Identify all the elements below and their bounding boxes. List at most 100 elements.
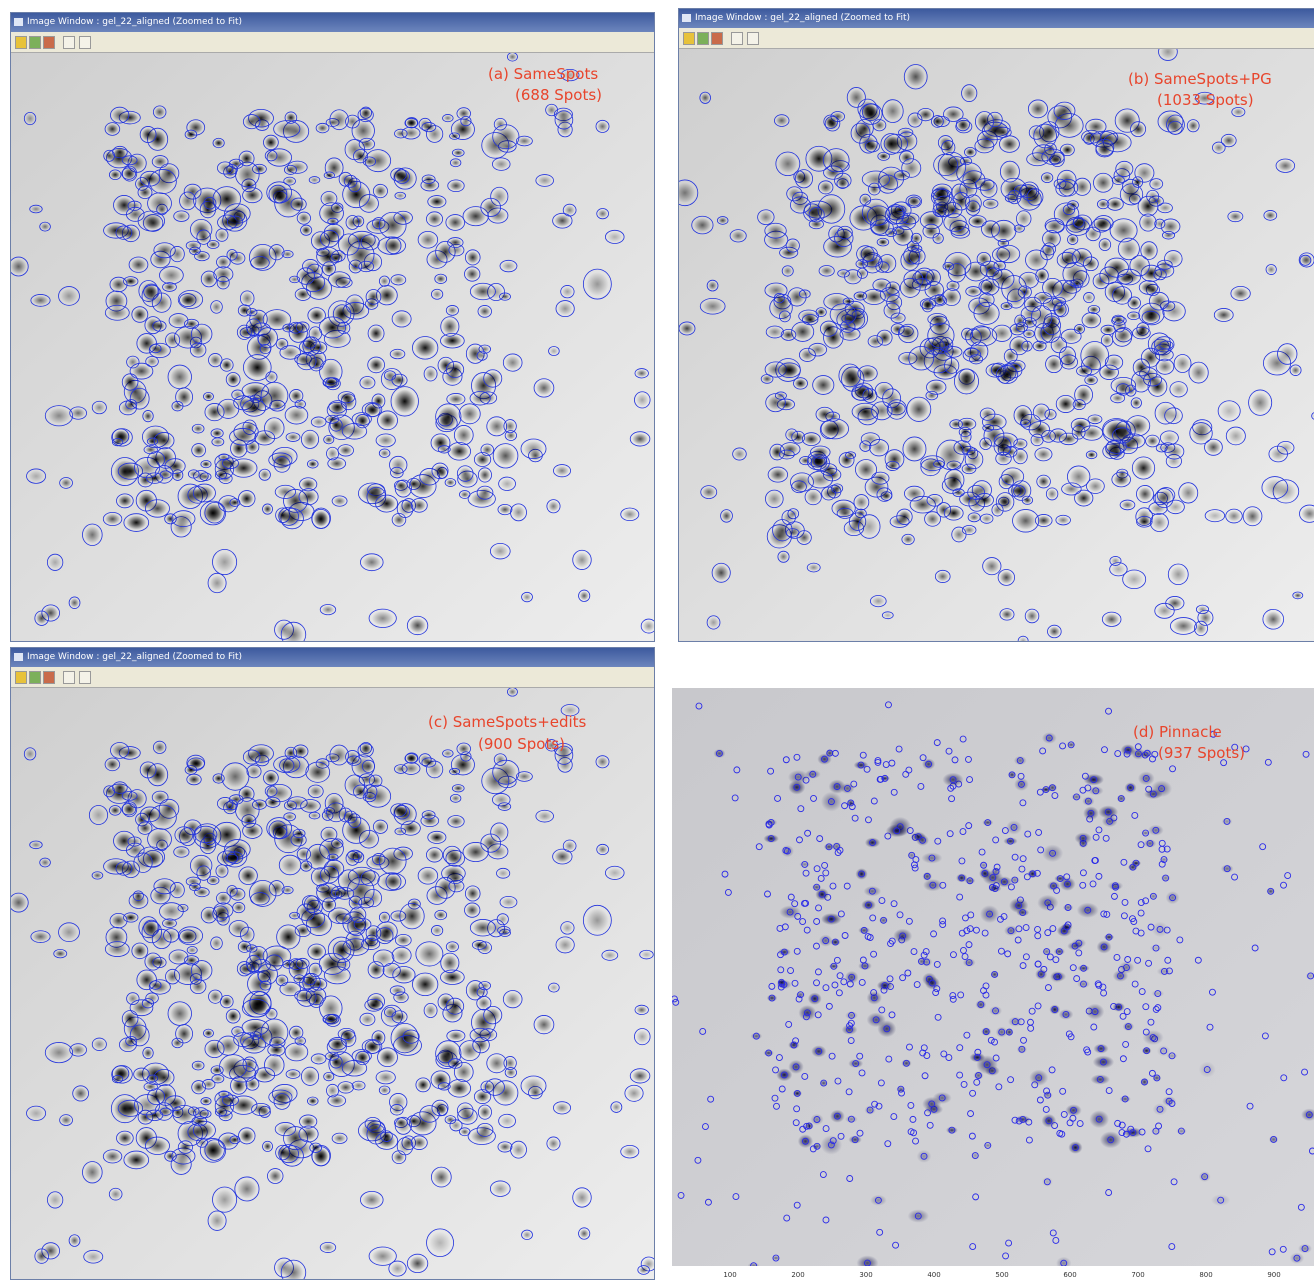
protein-spot (1100, 240, 1109, 249)
protein-spot (767, 492, 781, 506)
protein-spot (636, 369, 647, 377)
protein-spot (193, 425, 202, 432)
protein-spot (286, 166, 296, 173)
protein-spot (476, 1091, 489, 1102)
tool-button[interactable] (15, 671, 27, 684)
protein-spot (636, 393, 649, 406)
protein-spot (393, 1152, 404, 1162)
protein-spot (586, 272, 608, 296)
protein-spot (775, 294, 783, 302)
protein-spot (929, 496, 941, 505)
tool-button[interactable] (29, 36, 41, 49)
protein-spot (144, 412, 152, 421)
protein-spot (277, 487, 293, 498)
protein-spot (983, 222, 997, 235)
protein-spot (188, 947, 196, 953)
protein-spot (11, 259, 26, 274)
protein-spot (980, 905, 999, 923)
protein-spot (214, 139, 223, 147)
protein-spot (1044, 232, 1058, 245)
protein-spot (364, 1041, 380, 1052)
protein-spot (287, 434, 298, 441)
protein-spot (1078, 965, 1090, 972)
protein-spot (220, 1092, 228, 1097)
protein-spot (277, 1124, 293, 1135)
protein-spot (327, 1016, 339, 1026)
protein-spot (196, 888, 208, 895)
protein-spot (269, 1170, 281, 1182)
protein-spot (341, 872, 358, 889)
tool-button[interactable] (15, 36, 27, 49)
protein-spot (396, 193, 405, 198)
protein-spot (462, 753, 470, 761)
tool-button[interactable] (79, 36, 91, 49)
toolbar (11, 32, 654, 53)
protein-spot (1062, 356, 1076, 367)
protein-spot (783, 267, 792, 275)
protein-spot (107, 759, 119, 769)
protein-spot (1075, 218, 1084, 226)
protein-spot (281, 857, 298, 873)
protein-spot (132, 365, 150, 378)
tool-button[interactable] (697, 32, 709, 45)
protein-spot (597, 122, 607, 132)
protein-spot (308, 764, 327, 780)
tool-button[interactable] (683, 32, 695, 45)
protein-spot (287, 408, 305, 422)
tool-button[interactable] (63, 671, 75, 684)
protein-spot (557, 113, 571, 128)
protein-spot (444, 115, 452, 121)
tool-button[interactable] (63, 36, 75, 49)
plot-window: 100200300400500600700800900 (665, 683, 1314, 1282)
protein-spot (240, 942, 250, 951)
protein-spot (331, 273, 348, 285)
protein-spot (1140, 752, 1150, 758)
protein-spot (238, 800, 257, 820)
protein-spot (1014, 778, 1029, 791)
protein-spot (826, 151, 847, 170)
protein-spot (61, 925, 78, 940)
protein-spot (964, 526, 975, 533)
protein-spot (241, 153, 253, 165)
protein-spot (946, 215, 964, 229)
protein-spot (1114, 330, 1129, 344)
image-window: Image Window : gel_22_aligned (Zoomed to… (10, 12, 655, 642)
protein-spot (305, 338, 315, 347)
protein-spot (496, 446, 516, 465)
protein-spot (228, 1011, 239, 1022)
window-title: Image Window : gel_22_aligned (Zoomed to… (679, 9, 1314, 28)
tool-button[interactable] (29, 671, 41, 684)
spot-count: (688 Spots) (515, 86, 602, 104)
protein-spot (217, 866, 227, 876)
protein-spot (392, 468, 402, 477)
protein-spot (958, 119, 969, 129)
protein-spot (322, 232, 337, 245)
protein-spot (367, 1119, 379, 1129)
protein-spot (926, 513, 939, 525)
protein-spot (879, 153, 888, 159)
protein-spot (451, 769, 459, 774)
protein-spot (260, 330, 276, 346)
protein-spot (478, 352, 486, 359)
protein-spot (443, 971, 462, 983)
tool-button[interactable] (43, 671, 55, 684)
protein-spot (409, 618, 425, 633)
protein-spot (192, 981, 204, 992)
protein-spot (548, 501, 559, 512)
protein-spot (1024, 319, 1035, 327)
protein-spot (425, 1005, 435, 1016)
protein-spot (982, 515, 992, 522)
tool-button[interactable] (43, 36, 55, 49)
tool-button[interactable] (731, 32, 743, 45)
protein-spot (111, 171, 120, 179)
protein-spot (1046, 411, 1055, 419)
protein-spot (439, 1083, 449, 1089)
protein-spot (923, 301, 932, 311)
tool-button[interactable] (747, 32, 759, 45)
tool-button[interactable] (79, 671, 91, 684)
tool-button[interactable] (711, 32, 723, 45)
protein-spot (632, 433, 648, 444)
protein-spot (1085, 293, 1094, 301)
protein-spot (142, 763, 155, 776)
protein-spot (295, 976, 304, 982)
